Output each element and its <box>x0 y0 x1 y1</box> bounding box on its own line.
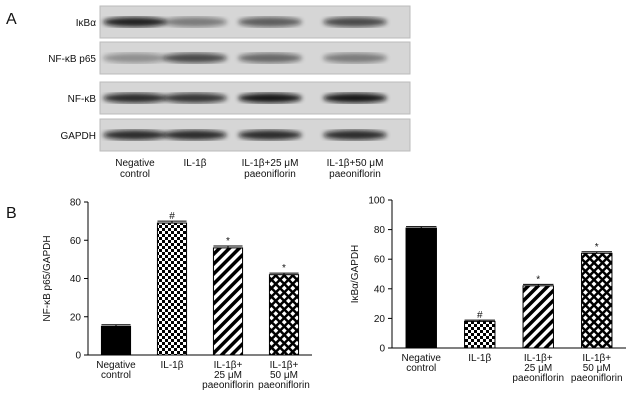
blot-band <box>163 17 227 27</box>
bar <box>522 285 554 349</box>
bar <box>464 320 496 349</box>
blot-band <box>163 93 227 103</box>
significance-marker: * <box>282 263 286 274</box>
bar <box>268 274 300 356</box>
x-tick-label: Negative control <box>96 360 136 381</box>
blot-band <box>238 130 302 140</box>
row-label: NF-κB <box>68 94 97 105</box>
significance-marker: * <box>226 236 230 247</box>
blot-band <box>103 53 167 63</box>
significance-marker: # <box>169 211 175 222</box>
x-tick-label: IL-1β+ 25 μM paeoniflorin <box>202 360 254 391</box>
blot-band <box>163 130 227 140</box>
y-tick-label: 0 <box>75 351 81 362</box>
blot-band <box>323 53 387 63</box>
panel-label: A <box>6 11 17 28</box>
x-tick-label: IL-1β <box>468 353 491 364</box>
bar <box>212 247 244 356</box>
blot-band <box>323 17 387 27</box>
y-tick-label: 0 <box>379 344 385 355</box>
bar <box>405 227 437 349</box>
y-tick-label: 100 <box>368 196 385 207</box>
lane-label: IL-1β <box>184 158 207 169</box>
y-tick-label: 20 <box>70 312 82 323</box>
lane-label: Negative control <box>115 158 155 180</box>
blot-band <box>103 17 167 27</box>
blot-band <box>323 93 387 103</box>
y-tick-label: 60 <box>374 255 386 266</box>
x-tick-label: IL-1β+ 50 μM paeoniflorin <box>571 353 623 384</box>
bar <box>156 222 188 356</box>
y-tick-label: 40 <box>70 274 82 285</box>
y-tick-label: 40 <box>374 284 386 295</box>
blot-band <box>103 130 167 140</box>
bar <box>100 325 132 356</box>
y-tick-label: 80 <box>70 198 82 209</box>
y-tick-label: 20 <box>374 314 386 325</box>
x-tick-label: IL-1β+ 50 μM paeoniflorin <box>258 360 310 391</box>
blot-band <box>238 53 302 63</box>
x-tick-label: Negative control <box>402 353 442 374</box>
lane-label: IL-1β+50 μM paeoniflorin <box>327 158 384 180</box>
blot-band <box>323 130 387 140</box>
panel-label: B <box>6 205 17 222</box>
x-tick-label: IL-1β+ 25 μM paeoniflorin <box>512 353 564 384</box>
y-axis-label: IκBα/GAPDH <box>350 245 361 304</box>
blot-band <box>238 93 302 103</box>
blot-band <box>163 53 227 63</box>
row-label: GAPDH <box>60 131 96 142</box>
lane-label: IL-1β+25 μM paeoniflorin <box>242 158 299 180</box>
y-tick-label: 80 <box>374 225 386 236</box>
row-label: NF-κB p65 <box>48 54 96 65</box>
x-tick-label: IL-1β <box>161 360 184 371</box>
significance-marker: * <box>595 242 599 253</box>
blot-band <box>238 17 302 27</box>
significance-marker: # <box>477 310 483 321</box>
y-tick-label: 60 <box>70 236 82 247</box>
blot-band <box>103 93 167 103</box>
y-axis-label: NF-κB p65/GAPDH <box>42 235 53 321</box>
significance-marker: * <box>536 274 540 285</box>
row-label: IκBα <box>76 18 96 29</box>
bar <box>581 252 613 349</box>
